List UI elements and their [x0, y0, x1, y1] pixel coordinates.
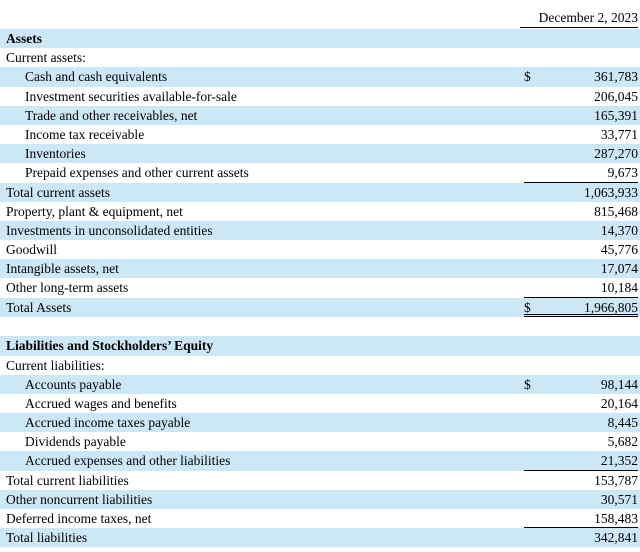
line-item-row: Intangible assets, net 17,074 — [0, 259, 640, 279]
line-item-row: Current liabilities: — [0, 356, 640, 375]
line-item-value: 815,468 — [594, 203, 638, 219]
line-item-label: Intangible assets, net — [6, 261, 119, 277]
line-item-value: 10,184 — [524, 278, 638, 298]
line-item-label: Total current assets — [6, 184, 111, 200]
line-item-label: Assets — [6, 31, 42, 46]
line-item-row: Total liabilities 342,841 — [0, 528, 640, 548]
line-item-label: Other noncurrent liabilities — [6, 491, 153, 507]
line-item-value: 158,483 — [524, 509, 638, 529]
line-item-row: Total Assets $1,966,805 — [0, 297, 640, 317]
line-item-label: Other long-term assets — [6, 280, 129, 296]
column-header: December 2, 2023 — [0, 0, 640, 29]
line-item-value: 1,063,933 — [584, 184, 638, 200]
line-item-row: Current assets: — [0, 48, 640, 67]
line-item-label: Prepaid expenses and other current asset… — [25, 165, 249, 181]
line-item-row: Accrued expenses and other liabilities 21… — [0, 451, 640, 471]
line-item-row: Cash and cash equivalents $361,783 — [0, 67, 640, 87]
line-item-value: 33,771 — [600, 126, 638, 142]
line-item-label: Dividends payable — [25, 434, 126, 450]
line-item-value: 98,144 — [600, 376, 638, 392]
line-item-row: Accounts payable $98,144 — [0, 374, 640, 394]
line-item-label: Current liabilities: — [6, 357, 105, 373]
line-item-label: Cash and cash equivalents — [25, 69, 168, 85]
line-item-row: Dividends payable 5,682 — [0, 432, 640, 451]
line-item-label: Accrued income taxes payable — [25, 415, 191, 431]
line-item-row: Accrued income taxes payable 8,445 — [0, 413, 640, 433]
line-item-row: Other long-term assets 10,184 — [0, 278, 640, 298]
line-item-label: Total Assets — [6, 299, 72, 315]
line-item-value: 8,445 — [607, 415, 638, 431]
line-item-value: 361,783 — [594, 69, 638, 85]
line-item-value: 45,776 — [600, 242, 638, 258]
line-item-value: 30,571 — [600, 491, 638, 507]
line-item-value: 206,045 — [594, 88, 638, 104]
line-item-label: Liabilities and Stockholders’ Equity — [6, 338, 214, 354]
line-item-label: Accounts payable — [25, 376, 122, 392]
line-item-row: Investments in unconsolidated entities 14… — [0, 220, 640, 241]
line-item-value: 5,682 — [607, 434, 638, 450]
line-item-label: Income tax receivable — [25, 126, 145, 142]
line-item-value: 9,673 — [524, 163, 638, 183]
line-item-value: 165,391 — [594, 107, 638, 123]
line-item-label: Investment securities available-for-sale — [25, 88, 237, 104]
line-item-value: 20,164 — [600, 395, 638, 411]
currency-symbol: $ — [524, 376, 531, 392]
line-item-row: Inventories 287,270 — [0, 144, 640, 164]
line-item-row: Property, plant & equipment, net 815,468 — [0, 202, 640, 221]
line-item-value: 287,270 — [594, 146, 638, 162]
line-item-row: Total current assets 1,063,933 — [0, 182, 640, 202]
line-item-row: Prepaid expenses and other current asset… — [0, 163, 640, 183]
line-item-row: Deferred income taxes, net 158,483 — [0, 509, 640, 529]
line-item-value: 1,966,805 — [524, 298, 638, 317]
line-item-label: Accrued wages and benefits — [25, 395, 177, 411]
line-item-row: Accrued wages and benefits 20,164 — [0, 394, 640, 413]
line-item-label: Deferred income taxes, net — [6, 511, 152, 526]
line-item-row: Investment securities available-for-sale… — [0, 87, 640, 106]
line-item-label: Goodwill — [6, 242, 58, 258]
line-item-row: Trade and other receivables, net 165,391 — [0, 105, 640, 125]
line-item-label: Inventories — [25, 146, 86, 162]
spacer-row — [0, 317, 640, 337]
line-item-label: Accrued expenses and other liabilities — [25, 453, 231, 469]
line-items: Assets Current assets: Cash and cash equiv… — [0, 29, 640, 548]
line-item-row: Goodwill 45,776 — [0, 240, 640, 259]
line-item-value: 14,370 — [600, 222, 638, 238]
section-heading: Liabilities and Stockholders’ Equity — [0, 336, 640, 356]
line-item-row: Total current liabilities 153,787 — [0, 471, 640, 490]
line-item-row: Other noncurrent liabilities 30,571 — [0, 489, 640, 509]
column-date: December 2, 2023 — [520, 9, 638, 28]
line-item-label: Total liabilities — [6, 530, 88, 546]
line-item-value: 17,074 — [600, 261, 638, 277]
currency-symbol: $ — [524, 69, 531, 85]
line-item-label: Investments in unconsolidated entities — [6, 222, 213, 238]
line-item-value: 21,352 — [524, 451, 638, 471]
line-item-value: 342,841 — [594, 530, 638, 546]
line-item-label: Total current liabilities — [6, 472, 129, 488]
line-item-value: 153,787 — [594, 472, 638, 488]
line-item-label: Current assets: — [6, 50, 86, 66]
line-item-row: Income tax receivable 33,771 — [0, 125, 640, 144]
line-item-label: Trade and other receivables, net — [25, 107, 198, 123]
line-item-label: Property, plant & equipment, net — [6, 203, 183, 219]
section-heading: Assets — [0, 29, 640, 49]
